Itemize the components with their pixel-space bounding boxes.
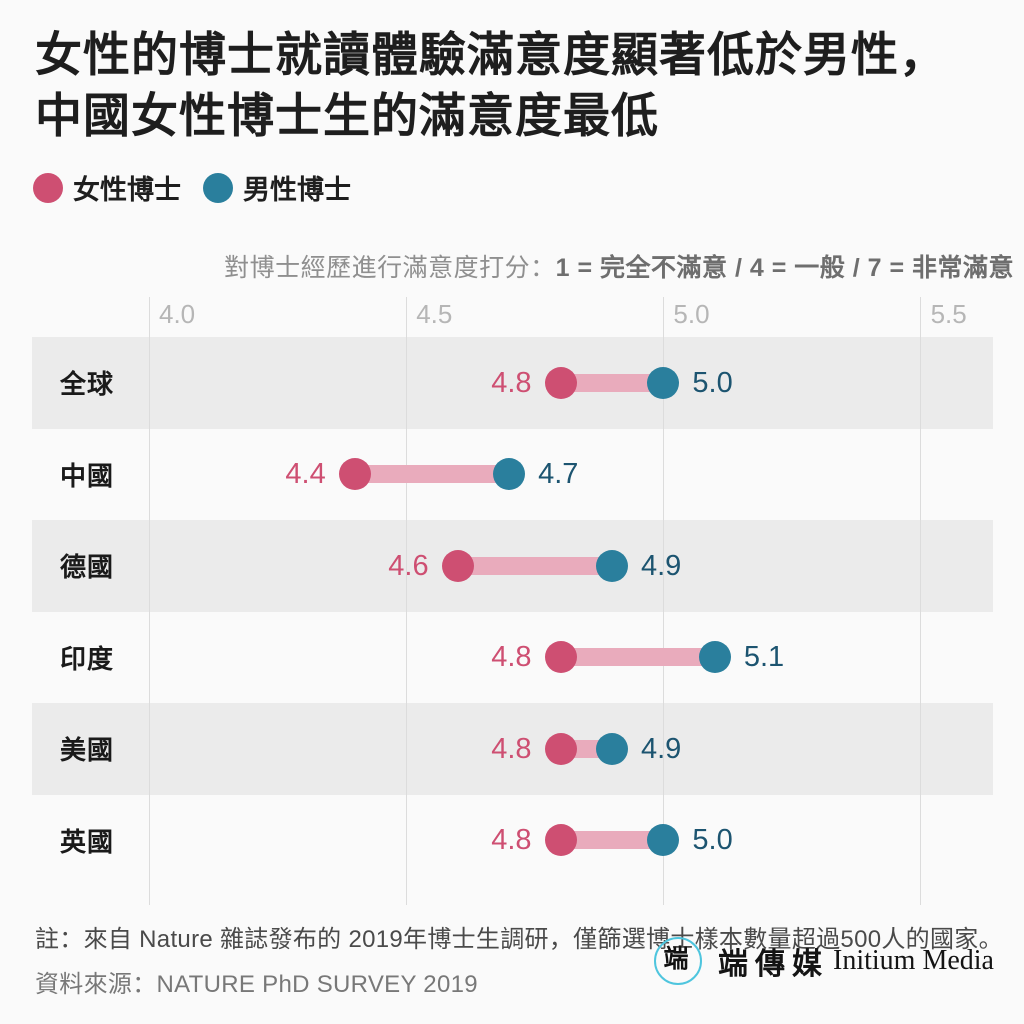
female-dot [544,732,577,765]
dumbbell-connector [560,373,664,392]
row-label: 全球 [60,369,115,400]
row-label: 中國 [60,460,115,491]
scale-subtitle-bold: 1 = 完全不滿意 / 4 = 一般 / 7 = 非常滿意 [555,254,1014,282]
female-value-label: 4.8 [491,824,532,857]
x-gridline [405,297,407,905]
publisher-name-cjk: 端傳媒 [718,948,830,981]
male-value-label: 4.9 [640,732,682,765]
row-label: 英國 [60,826,115,857]
female-dot [544,824,577,857]
dumbbell-connector [354,465,510,484]
male-dot [647,366,680,399]
male-dot [493,458,526,491]
legend-label-male: 男性博士 [243,175,351,205]
dumbbell-connector [457,556,612,575]
female-dot-icon [33,172,63,203]
x-gridline [920,297,922,905]
footnote: 註：來自 Nature 雜誌發布的 2019年博士生調研，僅篩選博士樣本數量超過… [35,926,1003,953]
female-value-label: 4.4 [285,458,326,491]
x-tick-label: 5.5 [930,299,967,329]
male-dot [595,549,628,582]
female-value-label: 4.6 [388,549,429,582]
x-gridline [662,297,664,905]
male-dot [698,641,731,674]
legend-label-female: 女性博士 [73,175,181,205]
scale-subtitle: 對博士經歷進行滿意度打分：1 = 完全不滿意 / 4 = 一般 / 7 = 非常… [224,248,1014,284]
legend-item-male: 男性博士 [203,168,351,207]
male-value-label: 5.1 [743,641,785,674]
dumbbell-connector [560,831,664,850]
publisher-logo: 端 端傳媒 Initium Media [654,937,994,985]
male-dot [647,824,680,857]
female-dot [338,458,371,491]
row-label: 德國 [60,552,115,583]
row-label: 印度 [60,643,115,674]
x-tick-label: 4.0 [159,299,196,329]
female-value-label: 4.8 [491,641,532,674]
chart-title: 女性的博士就讀體驗滿意度顯著低於男性， 中國女性博士生的滿意度最低 [35,24,947,146]
female-value-label: 4.8 [491,366,532,399]
chart-title-line1: 女性的博士就讀體驗滿意度顯著低於男性， [35,28,947,81]
initium-logo-icon: 端 [654,937,703,985]
female-dot [441,549,474,582]
female-dot [544,641,577,674]
female-dot [544,366,577,399]
scale-subtitle-regular: 對博士經歷進行滿意度打分： [224,254,556,282]
legend-item-female: 女性博士 [33,168,181,207]
male-value-label: 4.7 [538,458,579,491]
row-label: 美國 [60,735,115,766]
x-tick-label: 4.5 [416,299,453,329]
data-source: 資料來源：NATURE PhD SURVEY 2019 [35,971,478,998]
publisher-name-latin: Initium Media [833,945,994,976]
male-dot-icon [203,172,233,203]
x-gridline [148,297,150,905]
male-value-label: 5.0 [692,824,733,857]
x-tick-label: 5.0 [673,299,710,329]
legend: 女性博士 男性博士 [33,168,351,207]
dumbbell-connector [560,648,715,667]
chart-title-line2: 中國女性博士生的滿意度最低 [35,89,659,142]
male-value-label: 5.0 [692,366,733,399]
female-value-label: 4.8 [491,732,532,765]
male-value-label: 4.9 [640,549,682,582]
initium-logo-glyph: 端 [663,946,689,973]
male-dot [595,732,628,765]
